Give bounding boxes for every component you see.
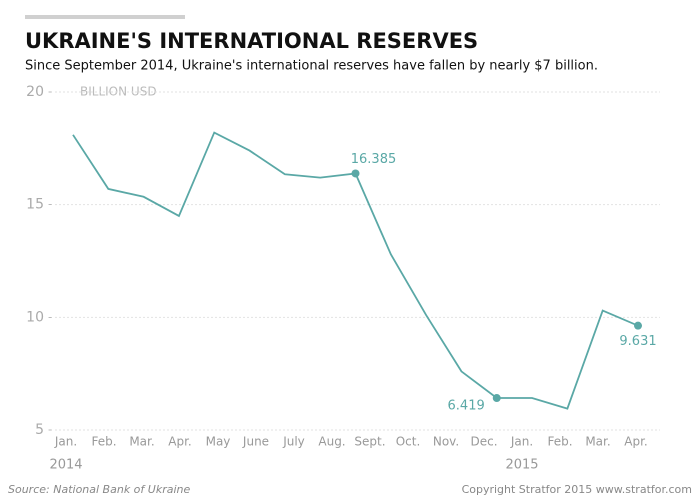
x-tick-label: Apr. (168, 435, 191, 449)
y-tick-dash: - (48, 197, 52, 211)
x-tick-label: Feb. (91, 435, 116, 449)
top-bar (25, 15, 185, 19)
value-label: 16.385 (351, 152, 397, 167)
y-tick-label: 5 (35, 422, 44, 438)
x-tick-label: Aug. (318, 435, 345, 449)
x-tick-label: May (206, 435, 231, 449)
x-tick-label: Mar. (585, 435, 610, 449)
x-tick-label: July (282, 435, 305, 449)
x-tick-label: Oct. (396, 435, 421, 449)
y-axis-label: BILLION USD (80, 85, 157, 99)
point-marker (634, 321, 642, 330)
chart-title: UKRAINE'S INTERNATIONAL RESERVES (25, 29, 478, 53)
y-tick-dash: - (48, 310, 52, 324)
source: Source: National Bank of Ukraine (8, 483, 190, 496)
x-tick-label: June (242, 435, 269, 449)
year-label: 2014 (49, 458, 82, 473)
x-tick-label: Feb. (547, 435, 572, 449)
x-tick-label: Jan. (54, 435, 77, 449)
chart-subtitle: Since September 2014, Ukraine's internat… (25, 59, 598, 74)
y-tick-dash: - (48, 85, 52, 99)
x-tick-label: Jan. (510, 435, 533, 449)
y-tick-label: 20 (26, 84, 44, 100)
value-label: 6.419 (448, 399, 485, 414)
x-tick-label: Apr. (624, 435, 647, 449)
point-marker (351, 169, 360, 178)
y-tick-dash: - (48, 423, 52, 437)
y-tick-label: 10 (26, 309, 44, 325)
x-tick-label: Dec. (470, 435, 497, 449)
value-label: 9.631 (619, 334, 656, 349)
x-tick-label: Mar. (129, 435, 154, 449)
x-tick-label: Sept. (354, 435, 385, 449)
y-tick-label: 15 (26, 197, 44, 213)
credit: Copyright Stratfor 2015 www.stratfor.com (462, 483, 692, 496)
year-label: 2015 (505, 458, 538, 473)
x-tick-label: Nov. (433, 435, 459, 449)
point-marker (492, 394, 501, 403)
